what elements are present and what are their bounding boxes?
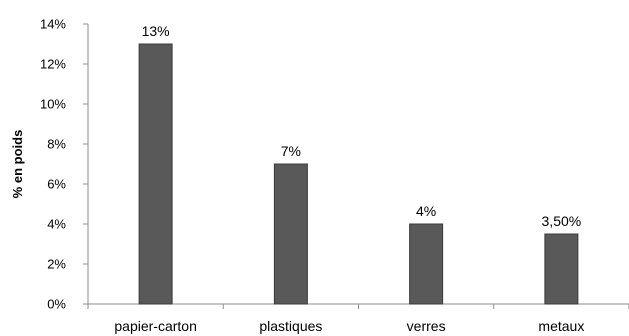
data-label: 4% — [416, 203, 436, 219]
category-labels: papier-carton plastiques verres metaux — [114, 318, 584, 334]
data-label: 3,50% — [542, 213, 582, 229]
bar-plastiques — [273, 163, 308, 305]
y-tick-label: 2% — [47, 257, 66, 272]
y-tick-label: 12% — [40, 57, 66, 72]
y-tick-label: 4% — [47, 217, 66, 232]
bars — [138, 43, 579, 305]
y-tick-label: 14% — [40, 17, 66, 32]
data-label: 13% — [142, 23, 170, 39]
y-ticks: 0% 2% 4% 6% 8% 10% 12% 14% — [40, 17, 88, 312]
bar-papier-carton — [138, 43, 173, 305]
data-labels: 13% 7% 4% 3,50% — [142, 23, 582, 229]
bar-metaux — [544, 233, 579, 305]
data-label: 7% — [281, 143, 301, 159]
x-tick-label: plastiques — [259, 318, 322, 334]
y-tick-label: 10% — [40, 97, 66, 112]
x-tick-label: metaux — [538, 318, 584, 334]
y-tick-label: 8% — [47, 137, 66, 152]
x-tick-label: verres — [407, 318, 446, 334]
axes — [87, 24, 629, 309]
y-tick-label: 0% — [47, 297, 66, 312]
y-axis-title: % en poids — [10, 130, 25, 199]
bar-verres — [409, 223, 444, 305]
x-tick-label: papier-carton — [114, 318, 197, 334]
y-tick-label: 6% — [47, 177, 66, 192]
